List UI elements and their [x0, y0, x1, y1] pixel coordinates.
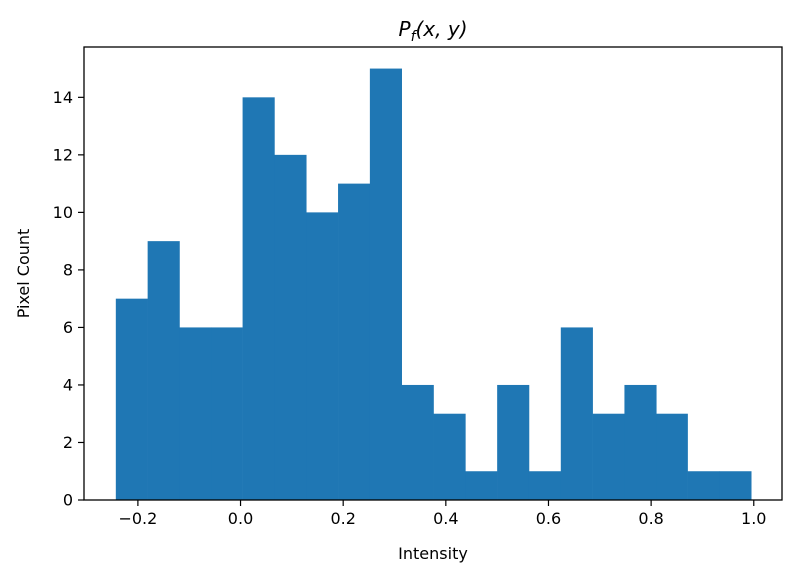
histogram-bar [560, 327, 593, 500]
title-subscript: f [411, 29, 418, 45]
histogram-bar [147, 241, 180, 500]
histogram-bar [306, 212, 339, 500]
x-tick-label: 0.2 [330, 509, 355, 528]
histogram-bar [528, 471, 562, 500]
x-tick-label: 0.8 [638, 509, 663, 528]
y-tick-label: 2 [63, 433, 73, 452]
x-tick-label: 0.4 [433, 509, 458, 528]
histogram-bar [211, 327, 243, 500]
histogram-bar [369, 68, 402, 501]
histogram-bar [719, 471, 752, 500]
histogram-bar [656, 413, 688, 500]
histogram-bar [687, 471, 720, 500]
histogram-bar [497, 384, 530, 500]
y-tick-label: 6 [63, 318, 73, 337]
y-axis-label: Pixel Count [14, 229, 33, 319]
bars-group [115, 68, 752, 501]
chart-title: Pf(x, y) [399, 17, 468, 45]
x-tick-label: 1.0 [741, 509, 766, 528]
histogram-bar [179, 327, 212, 500]
histogram-bar [274, 154, 307, 500]
histogram-bar [338, 183, 371, 500]
histogram-bar [592, 413, 625, 500]
x-axis-label: Intensity [398, 544, 468, 563]
histogram-bar [115, 298, 148, 500]
y-tick-label: 14 [53, 88, 73, 107]
title-main: P [399, 17, 412, 41]
y-tick-label: 8 [63, 260, 73, 279]
plot-frame [83, 46, 783, 501]
y-tick-label: 0 [63, 491, 73, 510]
histogram-bar [401, 384, 434, 500]
y-tick-label: 12 [53, 145, 73, 164]
y-tick-label: 4 [63, 375, 73, 394]
x-tick-label: 0.6 [536, 509, 561, 528]
x-tick-label: 0.0 [228, 509, 253, 528]
y-tick-label: 10 [53, 203, 73, 222]
histogram-bar [624, 384, 657, 500]
x-tick-label: −0.2 [118, 509, 157, 528]
histogram-bar [242, 97, 275, 500]
title-rest: (x, y) [416, 17, 468, 41]
histogram-bar [465, 471, 498, 500]
y-axis-ticks: 0 2 4 6 8 10 12 14 [53, 88, 84, 510]
histogram-bar [433, 413, 466, 500]
x-axis-ticks: −0.2 0.0 0.2 0.4 0.6 0.8 1.0 [118, 500, 766, 528]
